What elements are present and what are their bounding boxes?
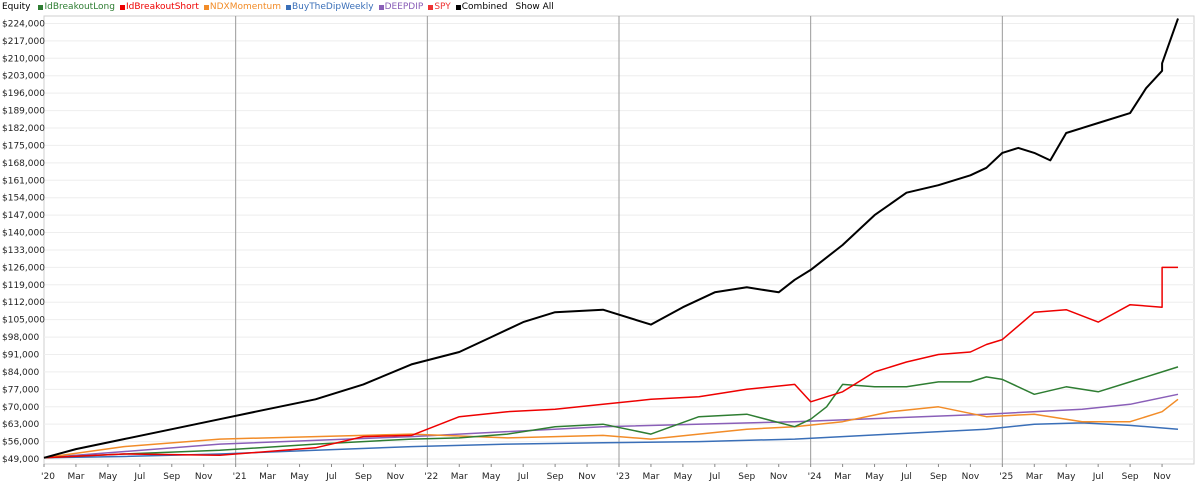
x-tick-label: Nov	[195, 472, 213, 482]
x-tick-label: Jul	[325, 472, 337, 482]
x-tick-label: Jul	[1092, 472, 1104, 482]
y-tick-label: $154,000	[2, 194, 45, 204]
legend-label: IdBreakoutLong	[44, 2, 115, 12]
x-tick-label: Jul	[708, 472, 720, 482]
legend-swatch	[119, 4, 125, 10]
x-tick-label: Sep	[547, 472, 564, 482]
x-tick-label: Nov	[578, 472, 596, 482]
legend-swatch	[378, 4, 384, 10]
legend-item-idbreakoutlong[interactable]: IdBreakoutLong	[38, 2, 115, 12]
x-tick-label: Sep	[355, 472, 372, 482]
y-tick-label: $189,000	[2, 107, 45, 117]
x-tick-label: '23	[616, 472, 630, 482]
y-tick-label: $224,000	[2, 19, 45, 29]
series-line-ndxmomentum	[43, 398, 1179, 459]
legend-item-idbreakoutshort[interactable]: IdBreakoutShort	[119, 2, 199, 12]
x-tick-label: Sep	[738, 472, 755, 482]
x-tick-label: Mar	[259, 472, 276, 482]
y-tick-label: $63,000	[2, 420, 39, 430]
show-all-button[interactable]: Show All	[515, 2, 554, 12]
x-tick-label: Nov	[387, 472, 405, 482]
series-line-idbreakoutlong	[43, 366, 1179, 459]
x-tick-label: May	[290, 472, 309, 482]
legend-swatch	[285, 4, 291, 10]
x-tick-label: Nov	[1153, 472, 1171, 482]
legend-title: Equity	[2, 2, 31, 12]
legend-swatch	[38, 4, 44, 10]
series-line-deepdip	[43, 393, 1179, 459]
x-tick-label: May	[674, 472, 693, 482]
legend-item-deepdip[interactable]: DEEPDIP	[378, 2, 424, 12]
y-tick-label: $210,000	[2, 54, 45, 64]
x-tick-label: Mar	[834, 472, 851, 482]
x-tick-label: Jul	[133, 472, 145, 482]
y-tick-label: $119,000	[2, 281, 45, 291]
legend-label: IdBreakoutShort	[125, 2, 199, 12]
y-tick-label: $126,000	[2, 263, 45, 273]
x-tick-label: Nov	[962, 472, 980, 482]
legend-label: SPY	[434, 2, 451, 12]
x-tick-label: Sep	[930, 472, 947, 482]
y-tick-label: $168,000	[2, 159, 45, 169]
legend-label: Combined	[461, 2, 508, 12]
x-tick-label: May	[865, 472, 884, 482]
y-tick-label: $196,000	[2, 89, 45, 99]
x-tick-label: May	[482, 472, 501, 482]
x-tick-label: Mar	[451, 472, 468, 482]
x-tick-label: Mar	[67, 472, 84, 482]
x-tick-label: Mar	[642, 472, 659, 482]
y-tick-label: $112,000	[2, 298, 45, 308]
x-tick-label: May	[1057, 472, 1076, 482]
x-tick-label: May	[99, 472, 118, 482]
legend-label: DEEPDIP	[384, 2, 424, 12]
x-tick-label: Jul	[517, 472, 529, 482]
y-tick-label: $161,000	[2, 176, 45, 186]
y-tick-label: $91,000	[2, 350, 39, 360]
chart-legend: Equity IdBreakoutLong IdBreakoutShort ND…	[0, 0, 554, 14]
legend-label: BuyTheDipWeekly	[291, 2, 374, 12]
y-tick-label: $203,000	[2, 72, 45, 82]
y-tick-label: $140,000	[2, 229, 45, 239]
legend-swatch	[203, 4, 209, 10]
x-tick-label: Jul	[900, 472, 912, 482]
y-tick-label: $49,000	[2, 455, 39, 465]
x-tick-label: Sep	[163, 472, 180, 482]
legend-swatch	[428, 4, 434, 10]
x-tick-label: '20	[41, 472, 55, 482]
y-tick-label: $56,000	[2, 438, 39, 448]
x-tick-label: Sep	[1122, 472, 1139, 482]
series-line-combined	[43, 18, 1179, 459]
y-tick-label: $84,000	[2, 368, 39, 378]
legend-label: NDXMomentum	[209, 2, 281, 12]
legend-item-ndxmomentum[interactable]: NDXMomentum	[203, 2, 281, 12]
y-tick-label: $77,000	[2, 385, 39, 395]
legend-swatch	[455, 4, 461, 10]
y-tick-label: $182,000	[2, 124, 45, 134]
x-tick-label: '21	[233, 472, 247, 482]
x-tick-label: '25	[999, 472, 1013, 482]
legend-item-buythedipweekly[interactable]: BuyTheDipWeekly	[285, 2, 374, 12]
x-tick-label: '22	[424, 472, 438, 482]
x-tick-label: Mar	[1026, 472, 1043, 482]
y-tick-label: $70,000	[2, 403, 39, 413]
legend-item-spy[interactable]: SPY	[428, 2, 451, 12]
y-tick-label: $147,000	[2, 211, 45, 221]
x-tick-label: '24	[808, 472, 822, 482]
y-tick-label: $175,000	[2, 141, 45, 151]
legend-item-combined[interactable]: Combined	[455, 2, 508, 12]
x-tick-label: Nov	[770, 472, 788, 482]
y-tick-label: $98,000	[2, 333, 39, 343]
series-line-idbreakoutshort	[43, 266, 1178, 459]
y-tick-label: $133,000	[2, 246, 45, 256]
y-tick-label: $105,000	[2, 316, 45, 326]
y-tick-label: $217,000	[2, 37, 45, 47]
